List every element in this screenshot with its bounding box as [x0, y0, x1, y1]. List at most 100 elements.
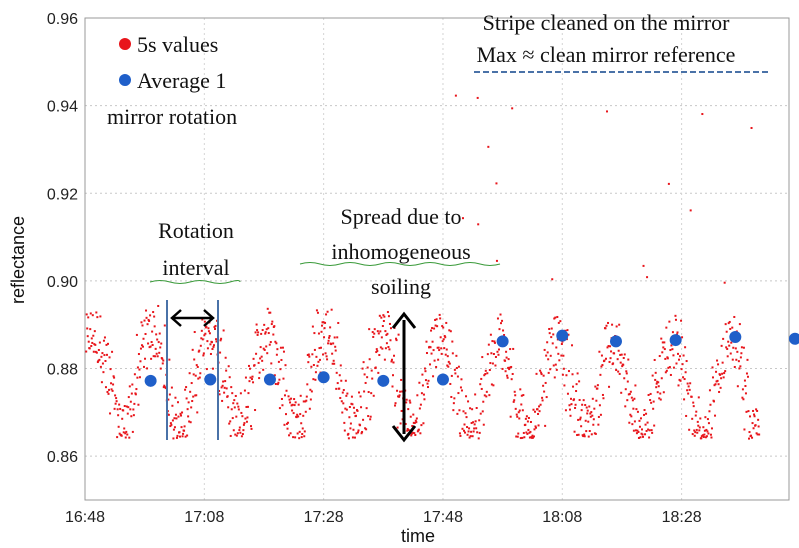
five-second-point — [722, 376, 725, 379]
five-second-point — [167, 413, 170, 416]
five-second-point — [609, 357, 612, 360]
five-second-point — [619, 361, 622, 364]
y-tick-label: 0.88 — [47, 362, 78, 379]
five-second-point — [665, 369, 668, 372]
five-second-point — [469, 435, 472, 438]
five-second-point — [601, 393, 604, 396]
five-second-point — [692, 401, 695, 404]
five-second-point — [548, 332, 551, 335]
five-second-point — [383, 358, 386, 361]
five-second-point — [664, 357, 667, 360]
five-second-point — [488, 368, 491, 371]
five-second-point — [289, 401, 292, 404]
five-second-point — [326, 358, 329, 361]
five-second-point — [706, 430, 709, 433]
five-second-point — [214, 327, 217, 330]
five-second-point — [129, 408, 132, 411]
five-second-point — [507, 358, 510, 361]
five-second-point — [296, 413, 299, 416]
five-second-point — [460, 378, 463, 381]
five-second-point — [241, 433, 244, 436]
five-second-point — [220, 386, 223, 389]
five-second-point — [133, 402, 136, 405]
five-second-point — [93, 343, 96, 346]
five-second-point — [652, 400, 655, 403]
five-second-point — [326, 310, 329, 313]
five-second-point — [381, 347, 384, 350]
five-second-point — [208, 332, 211, 335]
five-second-point — [589, 415, 592, 418]
five-second-point — [172, 437, 175, 440]
five-second-point — [199, 344, 202, 347]
five-second-point — [235, 415, 238, 418]
five-second-point — [550, 336, 553, 339]
five-second-point — [752, 409, 755, 412]
five-second-point — [577, 433, 580, 436]
five-second-point — [751, 422, 754, 425]
five-second-point — [554, 316, 557, 319]
five-second-point — [329, 326, 332, 329]
five-second-point — [568, 408, 571, 411]
five-second-point — [192, 373, 195, 376]
five-second-point — [296, 432, 299, 435]
five-second-point — [204, 332, 207, 335]
five-second-point — [246, 416, 249, 419]
five-second-point — [308, 355, 311, 358]
five-second-point — [501, 367, 504, 370]
five-second-point — [687, 385, 690, 388]
five-second-point — [527, 416, 530, 419]
five-second-point — [324, 321, 327, 324]
five-second-point — [424, 370, 427, 373]
five-second-point — [384, 330, 387, 333]
five-second-point — [95, 351, 98, 354]
five-second-point — [585, 406, 588, 409]
five-second-point — [359, 424, 362, 427]
five-second-point — [400, 409, 403, 412]
five-second-point — [236, 402, 239, 405]
five-second-point — [569, 414, 572, 417]
plot-frame — [84, 17, 790, 501]
five-second-point — [394, 402, 397, 405]
five-second-point — [144, 357, 147, 360]
five-second-point — [215, 338, 218, 341]
five-second-point — [701, 434, 704, 437]
five-second-point — [648, 436, 651, 439]
five-second-point — [97, 359, 100, 362]
five-second-point — [430, 352, 433, 355]
five-second-point — [436, 346, 439, 349]
five-second-point — [288, 434, 291, 437]
five-second-point — [652, 407, 655, 410]
five-second-point — [467, 400, 470, 403]
five-second-point — [363, 390, 366, 393]
five-second-point — [115, 400, 118, 403]
five-second-point — [306, 383, 309, 386]
five-second-point — [458, 432, 461, 435]
five-second-point — [191, 400, 194, 403]
five-second-point — [490, 352, 493, 355]
five-second-point — [267, 327, 270, 330]
five-second-point — [333, 362, 336, 365]
five-second-point — [664, 371, 667, 374]
five-second-point — [577, 418, 580, 421]
five-second-point — [694, 431, 697, 434]
five-second-point — [738, 323, 741, 326]
five-second-point — [602, 397, 605, 400]
five-second-point — [524, 417, 527, 420]
five-second-point — [377, 332, 380, 335]
five-second-point — [243, 422, 246, 425]
spread-arrow-bottom-head — [391, 425, 417, 443]
five-second-point — [532, 435, 535, 438]
five-second-point — [350, 402, 353, 405]
five-second-point — [640, 428, 643, 431]
five-second-point — [248, 380, 251, 383]
five-second-point — [298, 437, 301, 440]
five-second-point — [676, 331, 679, 334]
five-second-point — [395, 339, 398, 342]
five-second-point — [642, 435, 645, 438]
five-second-point — [620, 391, 623, 394]
five-second-point — [479, 412, 482, 415]
five-second-point — [485, 395, 488, 398]
five-second-point — [704, 436, 707, 439]
five-second-point — [211, 367, 214, 370]
